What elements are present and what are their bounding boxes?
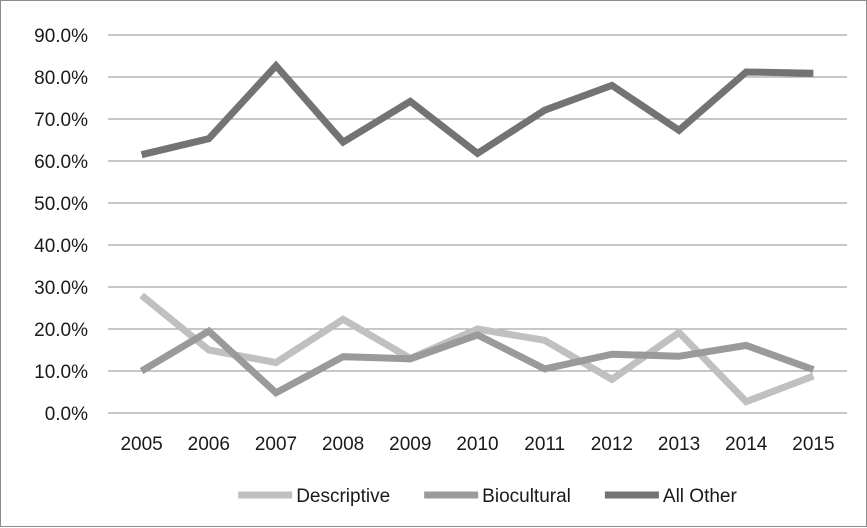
x-tick-label: 2005 xyxy=(120,434,162,455)
x-tick-label: 2015 xyxy=(792,434,834,455)
legend-item: Descriptive xyxy=(238,486,390,507)
series-line-all-other xyxy=(140,60,814,159)
y-tick-label: 30.0% xyxy=(34,278,88,299)
y-tick-label: 60.0% xyxy=(34,152,88,173)
y-tick-label: 0.0% xyxy=(45,404,88,425)
legend-label: All Other xyxy=(663,486,738,507)
x-tick-label: 2009 xyxy=(389,434,431,455)
y-tick-label: 70.0% xyxy=(34,110,88,131)
y-axis-tick-labels: 0.0% 10.0% 20.0% 30.0% 40.0% 50.0% 60.0% 70.0% 8… xyxy=(34,26,88,425)
y-tick-label: 50.0% xyxy=(34,194,88,215)
y-tick-label: 90.0% xyxy=(34,26,88,47)
x-axis-tick-labels: 2005 2006 2007 2008 2009 2010 2011 2012 2013 2014… xyxy=(120,434,834,455)
x-tick-label: 2007 xyxy=(255,434,297,455)
legend-item: All Other xyxy=(604,486,738,507)
x-tick-label: 2011 xyxy=(524,434,565,455)
gridlines xyxy=(108,34,847,414)
legend-label: Biocultural xyxy=(482,486,571,507)
series-line-biocultural xyxy=(139,326,815,398)
x-tick-label: 2012 xyxy=(591,434,633,455)
legend: Descriptive Biocultural All Other xyxy=(238,486,737,507)
x-tick-label: 2014 xyxy=(725,434,768,455)
legend-label: Descriptive xyxy=(296,486,390,507)
x-tick-label: 2006 xyxy=(188,434,230,455)
y-tick-label: 10.0% xyxy=(34,362,88,383)
x-tick-label: 2008 xyxy=(322,434,364,455)
y-tick-label: 40.0% xyxy=(34,236,88,257)
series-lines xyxy=(139,60,815,406)
legend-item: Biocultural xyxy=(424,486,571,507)
y-tick-label: 80.0% xyxy=(34,68,88,89)
x-tick-label: 2010 xyxy=(456,434,498,455)
y-tick-label: 20.0% xyxy=(34,320,88,341)
x-tick-label: 2013 xyxy=(658,434,700,455)
